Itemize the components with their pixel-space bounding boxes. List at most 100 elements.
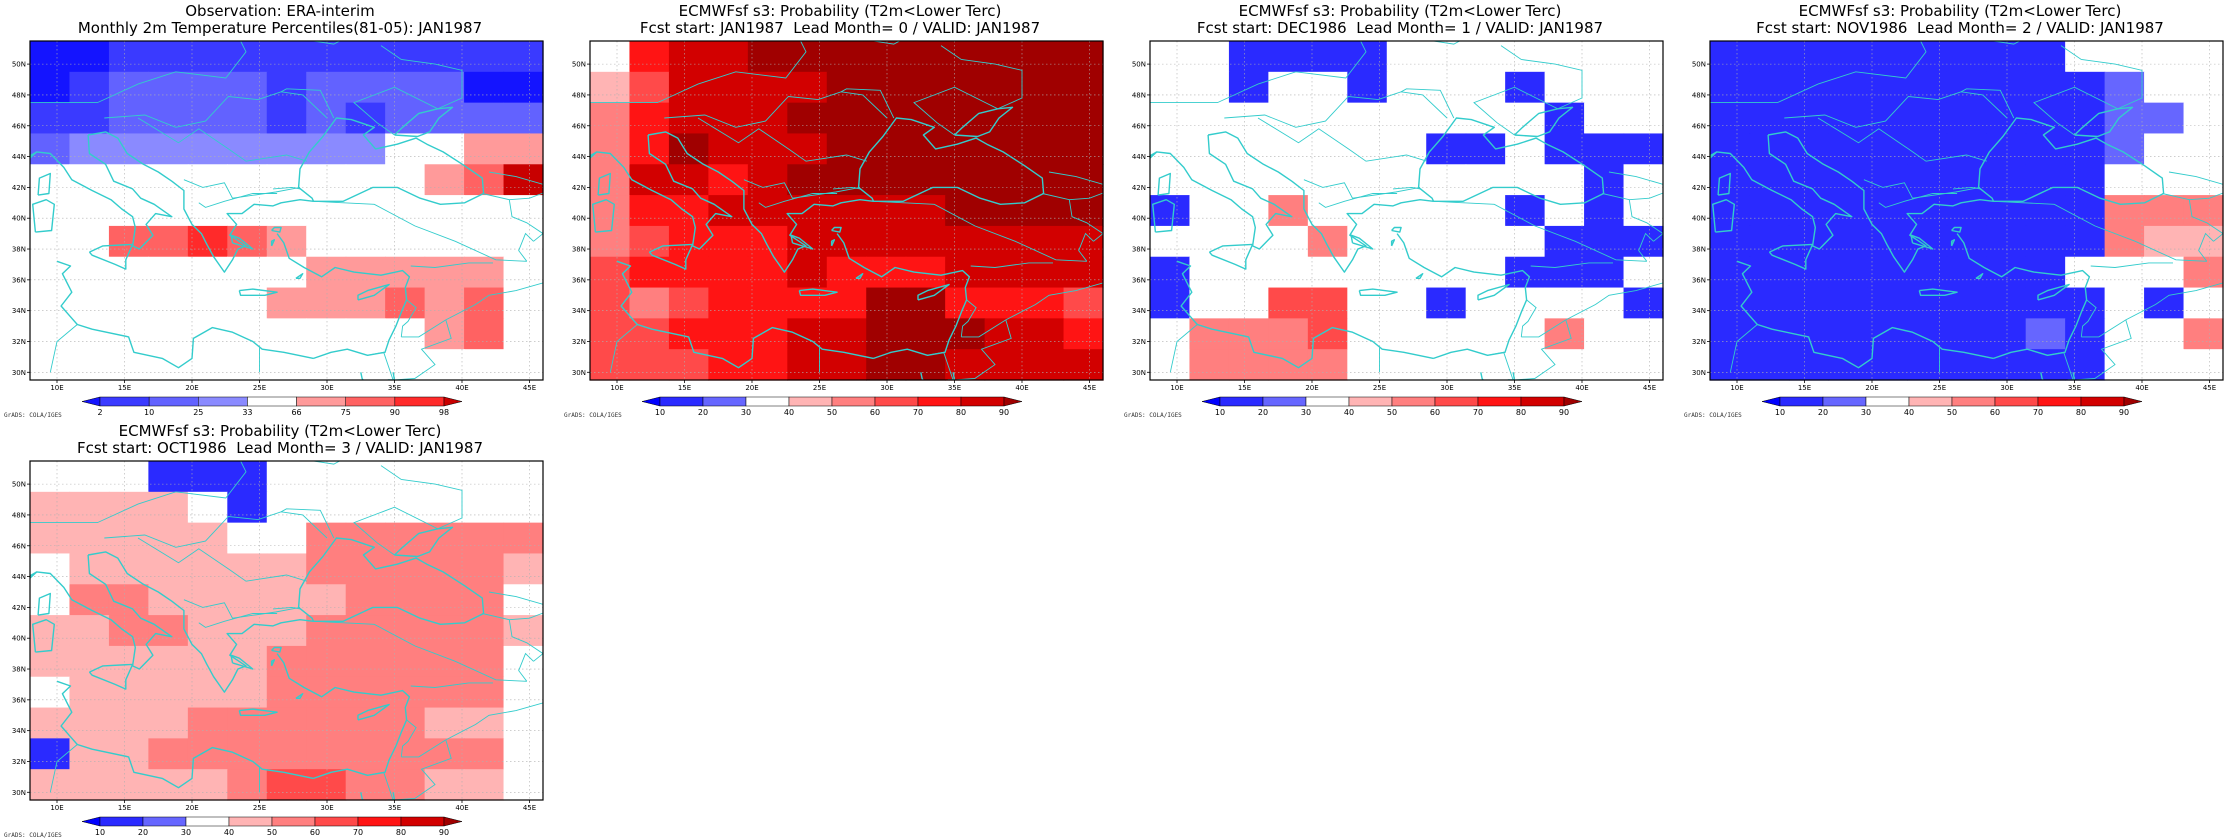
border-line bbox=[960, 299, 977, 337]
border-line bbox=[1068, 199, 1103, 242]
grid-cell bbox=[984, 225, 1025, 258]
grid-cell bbox=[1024, 225, 1065, 258]
grid-cell bbox=[424, 769, 465, 801]
lat-tick-label: 50N bbox=[12, 481, 26, 489]
grid-cell bbox=[1307, 349, 1348, 381]
grid-cell bbox=[1307, 287, 1348, 319]
colorbar-label: 20 bbox=[698, 408, 708, 417]
grid-cell bbox=[1828, 133, 1869, 165]
lat-tick-label: 50N bbox=[12, 61, 26, 69]
grid-cell bbox=[1228, 164, 1269, 196]
lat-tick-label: 32N bbox=[12, 338, 26, 346]
lat-tick-label: 30N bbox=[12, 369, 26, 377]
grid-cell bbox=[787, 225, 828, 258]
grid-cell bbox=[1828, 41, 1869, 73]
lat-tick-label: 34N bbox=[1692, 307, 1706, 315]
grid-cell bbox=[464, 133, 505, 165]
grid-cell bbox=[345, 256, 386, 289]
colorbar-segment bbox=[1305, 396, 1350, 407]
grid-cell bbox=[1426, 287, 1467, 319]
coastline bbox=[394, 106, 454, 138]
grid-cell bbox=[30, 615, 71, 647]
borders bbox=[30, 461, 543, 800]
grid-cell bbox=[2183, 41, 2224, 73]
grid-cell bbox=[30, 522, 71, 555]
coastline bbox=[32, 199, 55, 233]
grid-cell bbox=[1946, 349, 1987, 381]
border-line bbox=[198, 193, 278, 208]
credit-label: GrADS: COLA/IGES bbox=[1124, 412, 1182, 419]
lat-tick-label: 40N bbox=[1132, 215, 1146, 223]
lon-tick-label: 35E bbox=[388, 384, 401, 392]
colorbar-segment bbox=[1348, 396, 1393, 407]
colorbar-label: 90 bbox=[1559, 408, 1569, 417]
border-line bbox=[1318, 193, 1398, 208]
grid-cell bbox=[69, 349, 110, 381]
colorbar-label: 10 bbox=[655, 408, 665, 417]
grid-cell bbox=[30, 491, 71, 524]
grid-cell bbox=[1426, 318, 1467, 350]
lat-tick-label: 48N bbox=[12, 91, 26, 99]
grid-cell bbox=[503, 102, 544, 135]
coastline bbox=[271, 226, 282, 233]
map-frame bbox=[29, 40, 544, 381]
panel-subtitle: Fcst start: DEC1986 Lead Month= 1 / VALI… bbox=[1196, 19, 1604, 37]
border-line bbox=[873, 200, 1087, 262]
lat-tick-label: 34N bbox=[12, 727, 26, 735]
grid-cell bbox=[2144, 41, 2185, 73]
grid-cell bbox=[227, 491, 268, 524]
grid-cell bbox=[464, 645, 505, 678]
grid-cell bbox=[306, 491, 347, 524]
grid-cell bbox=[1907, 287, 1948, 319]
colorbar-label: 20 bbox=[1818, 408, 1828, 417]
border-line bbox=[104, 511, 328, 548]
grid-cell bbox=[1907, 225, 1948, 258]
border-line bbox=[518, 652, 534, 682]
grid-cell bbox=[108, 615, 149, 647]
grid-cell bbox=[2144, 287, 2185, 319]
border-line bbox=[2198, 232, 2214, 262]
grid-cell bbox=[1505, 225, 1546, 258]
grid-cell bbox=[385, 645, 426, 678]
lon-tick-label: 40E bbox=[2135, 384, 2148, 392]
grid-cell bbox=[148, 41, 189, 73]
grid-cell bbox=[464, 71, 505, 104]
grid-cell bbox=[1867, 133, 1908, 165]
colorbar-left-arrow bbox=[81, 396, 101, 407]
border-line bbox=[1520, 299, 1537, 337]
grid-cell bbox=[747, 71, 788, 104]
grid-cell bbox=[266, 584, 307, 616]
grid-cell bbox=[708, 256, 749, 289]
lon-tick-label: 35E bbox=[388, 804, 401, 812]
grid-cell bbox=[1307, 71, 1348, 104]
coastline bbox=[855, 273, 864, 279]
colorbar-segment bbox=[247, 396, 297, 407]
grid-cell bbox=[2183, 349, 2224, 381]
coastline bbox=[954, 106, 1014, 138]
grid-cell bbox=[1544, 71, 1585, 104]
grid-cell bbox=[69, 491, 110, 524]
map-frame bbox=[1709, 40, 2224, 381]
grid-cell bbox=[1749, 287, 1790, 319]
grid-cell bbox=[424, 676, 465, 709]
colorbar-segment bbox=[1477, 396, 1522, 407]
credit-label: GrADS: COLA/IGES bbox=[564, 412, 622, 419]
grid-cell bbox=[464, 287, 505, 319]
lon-tick-label: 20E bbox=[745, 384, 758, 392]
credit-label: GrADS: COLA/IGES bbox=[4, 832, 62, 839]
coastline bbox=[2237, 115, 2240, 269]
coastline bbox=[360, 792, 364, 800]
grid-cell bbox=[345, 225, 386, 258]
coastline bbox=[1950, 239, 1956, 247]
grid-cell bbox=[424, 133, 465, 165]
grid-cell bbox=[1907, 195, 1948, 227]
grid-cell bbox=[464, 225, 505, 258]
grid-cell bbox=[1228, 41, 1269, 73]
colorbar-segment bbox=[198, 396, 248, 407]
grid-cell bbox=[787, 318, 828, 350]
coastline bbox=[917, 283, 950, 301]
grid-cell bbox=[905, 318, 946, 350]
grid-cell bbox=[503, 645, 544, 678]
grid-cell bbox=[1150, 195, 1191, 227]
grid-cell bbox=[108, 707, 149, 739]
